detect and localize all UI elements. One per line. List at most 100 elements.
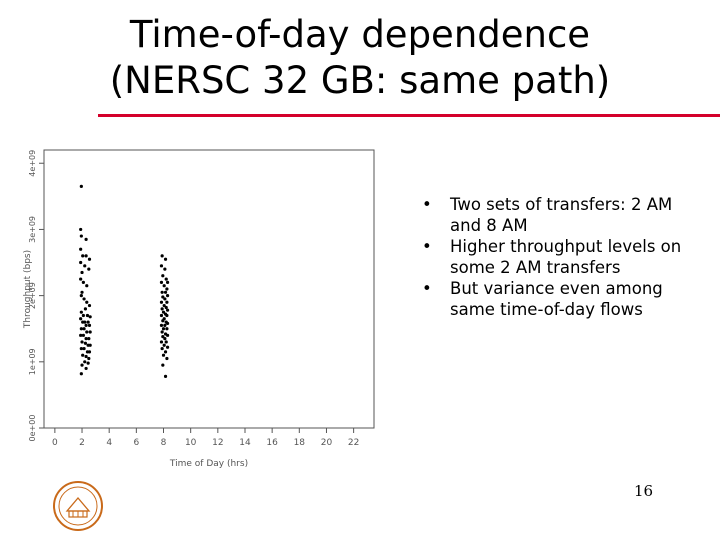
data-point [81,280,85,284]
data-point [79,310,83,314]
bullet-list: • Two sets of transfers: 2 AM and 8 AM • H… [418,194,708,320]
data-point [163,290,168,294]
bullet-text: Higher throughput levels on some 2 AM tr… [450,237,682,277]
plot-frame [43,149,375,429]
data-point [161,335,165,339]
data-point [84,354,88,359]
x-tick-label: 0 [52,438,58,448]
data-point [159,280,164,284]
data-point [79,260,83,265]
data-point [164,277,168,281]
y-axis-label: Throughput (bps) [23,250,33,329]
data-point [165,280,170,284]
data-point [162,284,166,288]
data-point [161,274,165,278]
data-point [159,340,164,344]
data-point [86,320,90,324]
title-line-1: Time-of-day dependence [129,13,591,56]
bullet-item: • Two sets of transfers: 2 AM and 8 AM [418,194,708,236]
data-point [84,323,88,328]
data-point [160,254,164,258]
data-point [79,277,83,281]
data-point [88,315,92,319]
data-point [85,300,89,304]
data-point [165,294,170,298]
x-tick-label: 10 [185,438,197,448]
data-point [159,313,164,318]
data-point [163,337,167,341]
x-tick-label: 2 [79,438,85,448]
data-point [159,300,164,304]
data-point [87,350,92,354]
data-point [165,327,169,331]
data-point [83,341,88,345]
page-number: 16 [634,482,654,500]
x-tick-label: 8 [161,438,167,448]
y-tick-label: 0e+00 [28,415,37,442]
data-point [87,323,92,328]
data-point [83,320,87,324]
chart-svg: 0 2 4 6 8 10 12 14 16 18 20 22 0e+00 1e+09 2e+09 3e+09 4… [23,149,375,469]
data-point [165,313,169,318]
throughput-scatter-chart: 0 2 4 6 8 10 12 14 16 18 20 22 0e+00 1e+09 2e+09 3e+09 4… [20,148,380,474]
data-point [82,327,86,331]
data-point [165,333,170,337]
data-point [82,297,86,301]
data-point [81,254,85,258]
y-tick-label: 4e+09 [28,150,37,177]
bullet-dot-icon: • [422,237,432,256]
data-point [83,360,87,364]
data-point [163,257,168,261]
x-tick-label: 20 [321,438,333,448]
x-tick-label: 16 [266,438,278,448]
data-point [79,333,83,337]
data-point [79,294,83,298]
data-point [87,303,92,308]
title-divider [98,114,720,117]
x-tick-label: 6 [133,438,139,448]
bullet-item: • Higher throughput levels on some 2 AM t… [418,236,708,278]
x-axis-label: Time of Day (hrs) [169,459,248,469]
data-point [161,319,165,323]
data-point [79,234,83,238]
bullet-dot-icon: • [422,195,432,214]
x-tick-label: 14 [239,438,251,448]
data-point [160,330,164,334]
data-point [80,270,84,275]
data-point [83,264,87,268]
data-point [79,372,83,376]
data-point [163,350,168,354]
data-point [161,295,165,299]
data-point [84,254,88,258]
university-seal-icon [52,480,104,536]
data-point [86,361,90,365]
data-point [79,346,83,351]
data-point [162,303,166,308]
bullet-item: • But variance even among same time-of-da… [418,278,708,320]
data-point [159,264,164,268]
data-point [160,290,164,294]
data-point [163,267,167,271]
data-point [161,327,166,331]
y-tick-label: 3e+09 [28,216,37,243]
data-point [79,227,83,232]
data-point [81,353,85,357]
data-point [165,287,169,291]
data-point [80,290,84,294]
data-point [165,308,170,312]
data-point [81,333,85,337]
data-point [81,313,85,318]
y-tick-label: 2e+09 [28,282,37,309]
data-point [79,184,83,189]
x-tick-label: 4 [106,438,112,448]
y-tick-label: 1e+09 [28,348,37,375]
data-point [85,313,90,318]
data-point [80,340,84,344]
bullet-text: But variance even among same time-of-day… [450,279,663,319]
bullet-text: Two sets of transfers: 2 AM and 8 AM [450,195,673,235]
title-line-2: (NERSC 32 GB: same path) [109,59,611,102]
data-point [87,257,92,261]
data-point [161,310,166,314]
data-point [79,317,83,321]
data-point [163,297,167,301]
